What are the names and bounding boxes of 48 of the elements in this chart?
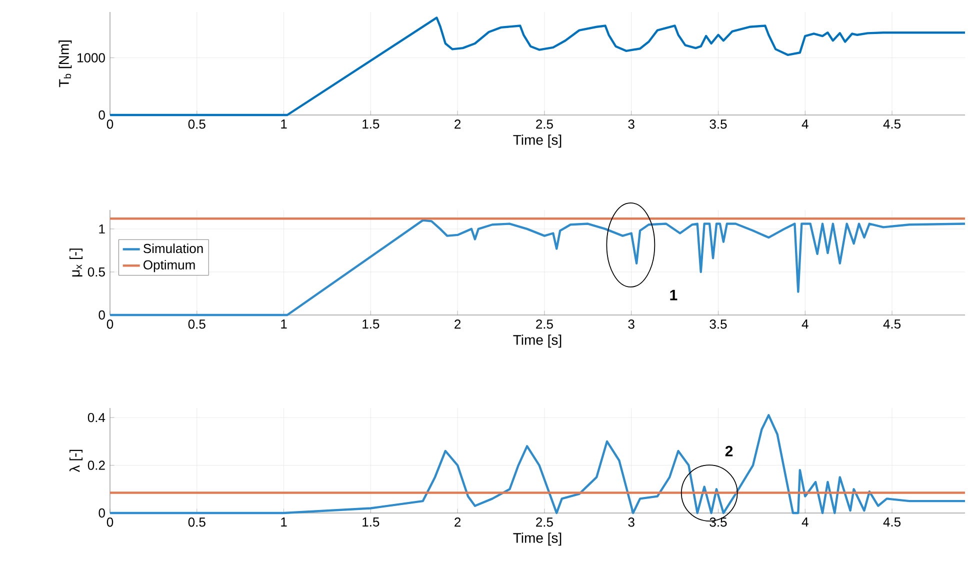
x-tick-label: 1 <box>281 120 287 128</box>
y-tick-label: 0 <box>98 310 105 320</box>
y-tick-label: 0.5 <box>88 267 105 277</box>
x-tick-label: 4.5 <box>883 518 901 527</box>
y-axis-title: T$_{b}$ [Nm] <box>58 40 72 88</box>
x-tick-label: 4.5 <box>883 320 901 329</box>
x-tick-label: 1 <box>281 320 287 328</box>
x-tick-label: 3.5 <box>710 320 727 329</box>
y-tick-label: 0 <box>98 110 105 120</box>
x-tick-label: 1.5 <box>362 320 380 329</box>
x-tick-label: 3 <box>628 120 634 129</box>
y-axis-title: λ [-] <box>69 450 83 472</box>
legend-label: Optimum <box>144 260 195 272</box>
legend-label: Simulation <box>144 244 203 254</box>
x-tick-label: 2 <box>454 120 461 129</box>
x-tick-label: 2 <box>454 518 461 527</box>
x-tick-label: 4.5 <box>883 120 901 129</box>
x-tick-label: 4 <box>802 320 808 328</box>
x-tick-label: 4 <box>802 120 808 128</box>
x-tick-label: 3 <box>628 320 634 329</box>
x-tick-label: 0 <box>106 320 114 329</box>
x-tick-label: 1.5 <box>362 120 380 129</box>
x-tick-label: 2 <box>454 320 461 329</box>
x-tick-label: 3 <box>628 518 634 527</box>
x-axis-title: Time [s] <box>513 134 562 148</box>
x-tick-label: 1.5 <box>362 518 380 527</box>
x-tick-label: 3.5 <box>710 120 727 129</box>
x-tick-label: 0.5 <box>188 320 206 329</box>
y-tick-label: 1 <box>99 224 105 234</box>
x-tick-label: 2.5 <box>536 518 553 527</box>
y-tick-label: 1000 <box>78 53 105 62</box>
x-tick-label: 1 <box>281 518 287 526</box>
y-tick-label: 0.2 <box>88 460 105 470</box>
x-tick-label: 0.5 <box>188 120 206 129</box>
x-tick-label: 0.5 <box>188 518 206 527</box>
x-tick-label: 2.5 <box>536 320 553 329</box>
x-axis-title: Time [s] <box>513 532 562 546</box>
annotation: 1 <box>670 290 678 300</box>
x-tick-label: 0 <box>106 518 114 527</box>
x-tick-label: 4 <box>802 518 808 526</box>
y-axis-title: μ$_{x}$ [-] <box>69 248 83 276</box>
x-tick-label: 2.5 <box>536 120 553 129</box>
x-axis-title: Time [s] <box>513 334 562 348</box>
x-tick-label: 0 <box>106 120 114 129</box>
y-tick-label: 0 <box>98 508 105 518</box>
x-tick-label: 3.5 <box>710 518 727 527</box>
y-tick-label: 0.4 <box>88 412 106 422</box>
annotation: 2 <box>725 446 733 456</box>
